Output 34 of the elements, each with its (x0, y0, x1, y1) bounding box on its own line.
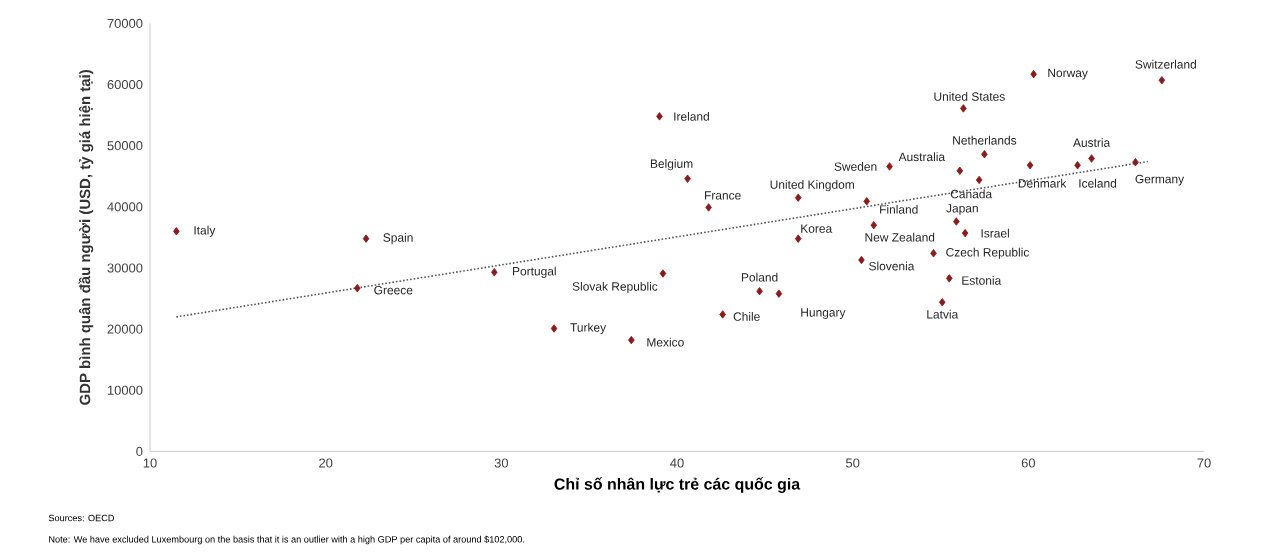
point (1026, 161, 1034, 170)
point (684, 174, 691, 183)
point (362, 234, 370, 243)
point (756, 287, 763, 296)
point (1158, 76, 1166, 85)
point (491, 268, 498, 277)
point (858, 255, 865, 265)
point (794, 234, 802, 243)
point (354, 283, 361, 293)
point (173, 227, 180, 236)
point (946, 274, 953, 283)
point (1074, 161, 1081, 170)
point (775, 289, 783, 298)
point (659, 269, 667, 278)
point (719, 310, 726, 319)
point (886, 162, 893, 171)
point (1088, 154, 1095, 163)
point (956, 166, 964, 175)
point (975, 175, 983, 185)
point (1030, 69, 1037, 79)
point (863, 197, 870, 206)
point (953, 217, 960, 226)
point (656, 112, 663, 121)
point (930, 249, 937, 258)
point (981, 150, 988, 159)
point (705, 203, 712, 212)
point (550, 324, 558, 333)
point (870, 220, 877, 230)
point (961, 228, 969, 238)
point (628, 335, 635, 345)
point (1132, 158, 1139, 167)
point (794, 193, 802, 202)
point (939, 298, 946, 307)
point (960, 104, 967, 113)
